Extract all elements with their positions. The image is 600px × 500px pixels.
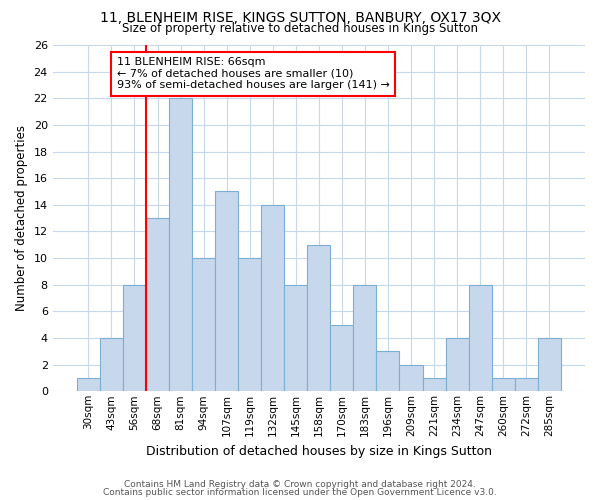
Bar: [123, 284, 146, 392]
Bar: [284, 284, 307, 392]
Bar: [515, 378, 538, 392]
Bar: [353, 284, 376, 392]
Bar: [238, 258, 261, 392]
Bar: [446, 338, 469, 392]
Text: Size of property relative to detached houses in Kings Sutton: Size of property relative to detached ho…: [122, 22, 478, 35]
Bar: [469, 284, 491, 392]
Bar: [307, 245, 331, 392]
Bar: [400, 364, 422, 392]
Bar: [376, 352, 400, 392]
Bar: [146, 218, 169, 392]
Text: 11, BLENHEIM RISE, KINGS SUTTON, BANBURY, OX17 3QX: 11, BLENHEIM RISE, KINGS SUTTON, BANBURY…: [100, 11, 500, 25]
Bar: [261, 205, 284, 392]
Text: Contains HM Land Registry data © Crown copyright and database right 2024.: Contains HM Land Registry data © Crown c…: [124, 480, 476, 489]
Bar: [77, 378, 100, 392]
Text: Contains public sector information licensed under the Open Government Licence v3: Contains public sector information licen…: [103, 488, 497, 497]
Bar: [491, 378, 515, 392]
X-axis label: Distribution of detached houses by size in Kings Sutton: Distribution of detached houses by size …: [146, 444, 492, 458]
Bar: [422, 378, 446, 392]
Bar: [100, 338, 123, 392]
Y-axis label: Number of detached properties: Number of detached properties: [15, 125, 28, 311]
Bar: [169, 98, 192, 392]
Bar: [192, 258, 215, 392]
Bar: [215, 192, 238, 392]
Text: 11 BLENHEIM RISE: 66sqm
← 7% of detached houses are smaller (10)
93% of semi-det: 11 BLENHEIM RISE: 66sqm ← 7% of detached…: [116, 57, 389, 90]
Bar: [538, 338, 561, 392]
Bar: [331, 324, 353, 392]
